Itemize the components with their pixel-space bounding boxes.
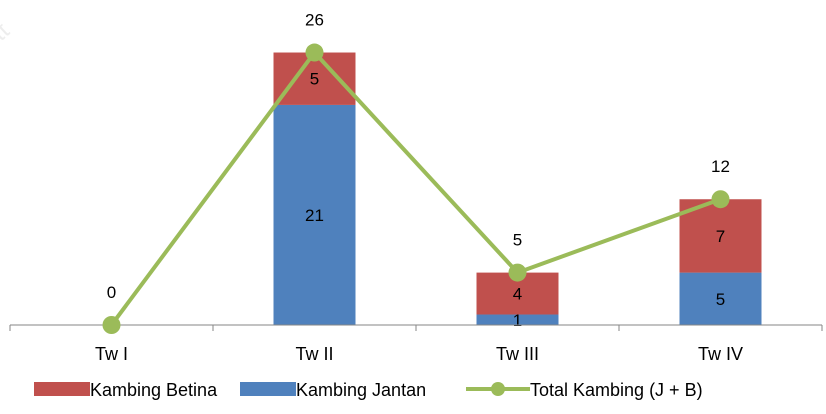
bar-kambing-jantan-4 — [679, 272, 762, 325]
bar-data-label: 5 — [716, 290, 725, 309]
line-marker — [711, 190, 730, 209]
bar-kambing-jantan-3 — [476, 314, 559, 325]
line-marker — [508, 263, 527, 282]
legend-label: Kambing Jantan — [296, 380, 426, 400]
bar-data-label: 7 — [716, 227, 725, 246]
legend-swatch — [240, 382, 296, 396]
bar-data-label: 1 — [513, 311, 522, 330]
line-marker — [305, 43, 324, 62]
x-tick-label: Tw IV — [698, 344, 743, 364]
line-data-label: 0 — [107, 283, 116, 302]
bar-kambing-jantan-2 — [273, 104, 356, 325]
line-data-label: 26 — [305, 11, 324, 30]
legend-swatch — [34, 382, 90, 396]
x-tick-label: Tw I — [95, 344, 128, 364]
legend-marker — [491, 382, 505, 396]
bar-data-label: 21 — [305, 206, 324, 225]
line-marker — [102, 316, 121, 334]
legend-label: Total Kambing (J + B) — [530, 380, 703, 400]
bar-data-label: 4 — [513, 285, 522, 304]
legend-label: Kambing Betina — [90, 380, 218, 400]
bar-kambing-betina-4 — [679, 199, 762, 273]
legend: Kambing Betina Kambing Jantan Total Kambin… — [34, 380, 703, 400]
x-tick-label: Tw III — [496, 344, 539, 364]
line-data-label: 12 — [711, 157, 730, 176]
line-data-label: 5 — [513, 231, 522, 250]
bar-series-group: 0 21 5 1 4 5 7 — [107, 52, 762, 335]
bar-data-label: 5 — [310, 70, 319, 89]
x-tick-label: Tw II — [295, 344, 333, 364]
line-series-group: 0 26 5 12 — [102, 11, 730, 334]
total-line — [109, 50, 722, 327]
